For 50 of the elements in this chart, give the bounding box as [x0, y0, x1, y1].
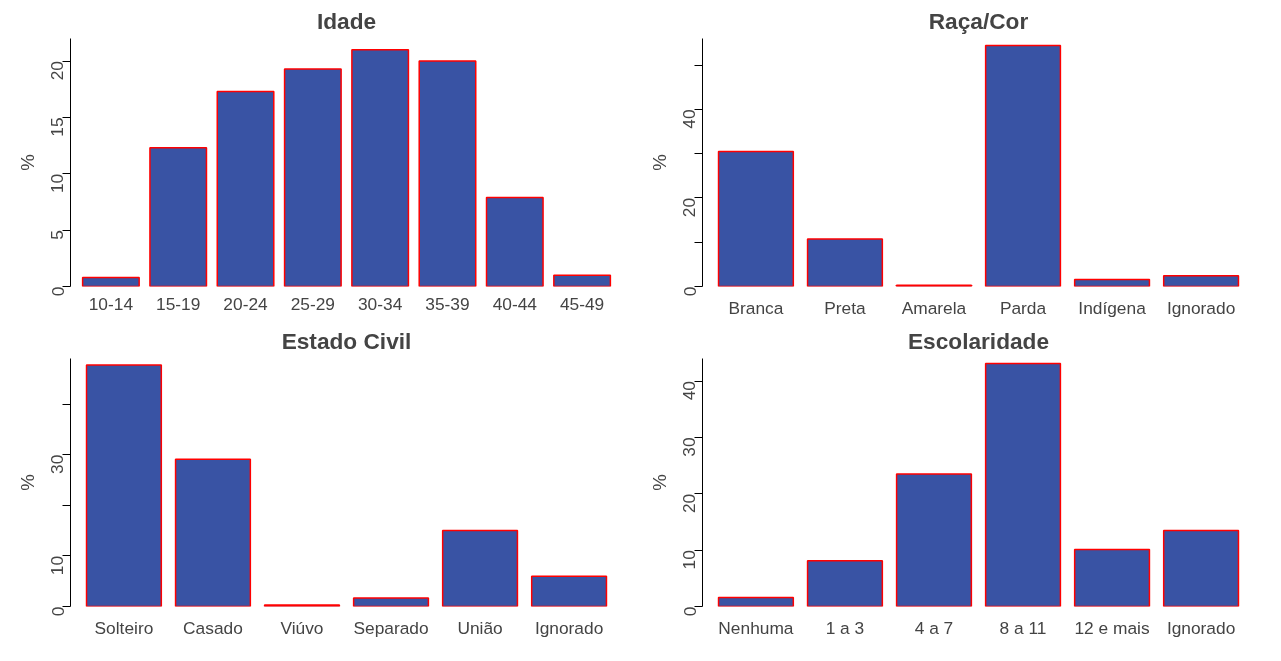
x-tick-label: 4 a 7	[914, 617, 954, 638]
y-tick-label: 0	[47, 606, 68, 617]
x-tick-label: Parda	[999, 297, 1047, 318]
y-tick-label: 15	[47, 117, 68, 137]
y-tick-label: 40	[679, 109, 700, 129]
y-tick-label: 10	[679, 550, 700, 570]
x-tick-label: 1 a 3	[825, 617, 865, 638]
y-tick-label: 20	[47, 61, 68, 81]
x-tick-label: Preta	[824, 297, 867, 318]
y-tick-label: 10	[47, 555, 68, 576]
x-tick-label: Amarela	[901, 297, 967, 318]
x-tick-label: 35-39	[425, 293, 470, 314]
y-tick-label: 0	[679, 286, 700, 297]
x-tick-label: Ignorado	[1166, 617, 1236, 638]
chart-title: Raça/Cor	[928, 7, 1029, 34]
x-tick-label: 20-24	[223, 293, 269, 314]
y-tick-label: 0	[679, 606, 700, 617]
x-tick-label: Viúvo	[280, 617, 324, 638]
x-tick-label: Nenhuma	[718, 617, 794, 638]
y-tick-label: 20	[679, 493, 700, 514]
x-tick-label: 15-19	[156, 293, 201, 314]
chart-title: Estado Civil	[281, 327, 412, 354]
x-tick-label: 45-49	[559, 293, 605, 314]
x-tick-label: Ignorado	[534, 617, 604, 638]
y-tick-label: 40	[679, 381, 700, 401]
x-tick-label: 10-14	[88, 293, 134, 314]
x-tick-label: 12 e mais	[1074, 617, 1150, 638]
x-tick-label: 30-34	[358, 293, 403, 314]
y-tick-label: 0	[47, 286, 68, 297]
y-tick-label: 20	[679, 197, 700, 218]
chart-title: Idade	[316, 7, 377, 34]
x-tick-label: 8 a 11	[999, 617, 1047, 638]
y-tick-label: 5	[47, 230, 68, 240]
y-tick-label: 30	[47, 454, 68, 474]
x-tick-label: Indígena	[1078, 297, 1147, 318]
chart-title: Escolaridade	[907, 327, 1050, 354]
y-axis-title: %	[648, 154, 670, 171]
x-tick-label: Solteiro	[94, 617, 154, 638]
x-tick-label: 25-29	[290, 293, 336, 314]
y-axis-title: %	[16, 474, 38, 491]
y-axis-title: %	[648, 474, 670, 491]
x-tick-label: Ignorado	[1166, 297, 1236, 318]
x-tick-label: Casado	[183, 617, 243, 638]
x-tick-label: Branca	[728, 297, 784, 318]
x-tick-label: Separado	[353, 617, 429, 638]
x-tick-label: 40-44	[492, 293, 538, 314]
x-tick-label: União	[457, 617, 503, 638]
y-tick-label: 30	[679, 437, 700, 457]
y-axis-title: %	[16, 154, 38, 171]
y-tick-label: 10	[47, 173, 68, 194]
